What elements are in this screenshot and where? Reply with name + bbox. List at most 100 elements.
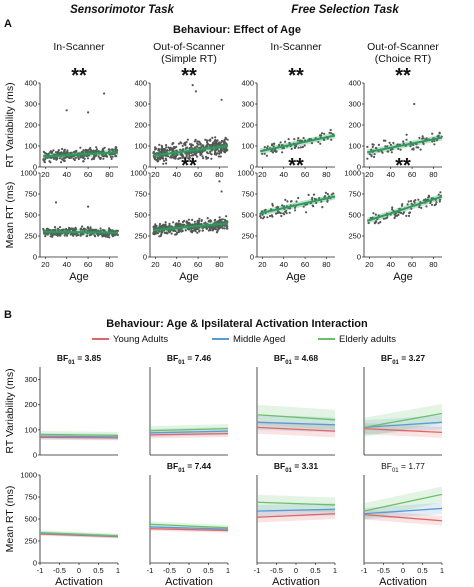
- data-point: [163, 231, 166, 234]
- y-tick-label: 100: [24, 425, 37, 434]
- x-tick-label: -1: [254, 566, 261, 575]
- data-point: [168, 222, 171, 225]
- data-point: [427, 194, 430, 197]
- data-point: [226, 220, 229, 223]
- x-tick-label: 0: [77, 566, 81, 575]
- y-axis-label: RT Variability (ms): [4, 82, 16, 167]
- data-point: [77, 157, 80, 161]
- series-line: [149, 430, 229, 434]
- data-point: [405, 133, 408, 136]
- data-point: [172, 156, 175, 159]
- data-point: [69, 152, 72, 155]
- data-point: [196, 219, 199, 222]
- series-line: [149, 427, 229, 432]
- y-tick-label: 100: [134, 142, 147, 151]
- data-point: [217, 228, 220, 231]
- data-point: [191, 227, 194, 230]
- y-tick-label: 300: [24, 375, 37, 384]
- x-axis-label: Activation: [165, 576, 213, 587]
- data-point: [225, 226, 229, 229]
- x-tick-label: 0: [294, 566, 298, 575]
- data-point: [184, 159, 187, 163]
- x-tick-label: 40: [173, 170, 181, 179]
- data-point: [196, 228, 199, 231]
- bayes-factor-label: BF01 = 4.68: [274, 353, 319, 366]
- data-point: [277, 210, 280, 213]
- data-point: [295, 200, 298, 203]
- data-point: [188, 157, 191, 160]
- y-tick-label: 200: [24, 400, 37, 409]
- data-point: [261, 152, 264, 155]
- data-point: [60, 161, 63, 164]
- y-tick-label: 1000: [20, 169, 37, 178]
- data-point: [215, 140, 218, 143]
- data-point: [63, 149, 66, 152]
- data-point: [290, 200, 293, 203]
- significance-marker: **: [288, 65, 304, 87]
- data-point: [221, 225, 224, 228]
- data-point: [374, 146, 377, 150]
- series-line: [149, 526, 229, 530]
- data-point: [198, 217, 201, 220]
- data-point: [297, 196, 300, 200]
- data-point: [271, 202, 274, 206]
- y-tick-label: 750: [348, 190, 361, 199]
- task-title-free-selection: Free Selection Task: [291, 4, 399, 16]
- series-line: [39, 436, 119, 439]
- y-tick-label: 0: [250, 253, 254, 262]
- data-point: [187, 218, 190, 221]
- fit-line: [259, 195, 336, 215]
- data-point: [205, 226, 208, 229]
- data-point: [417, 198, 420, 201]
- data-point: [111, 155, 114, 158]
- data-point: [409, 200, 413, 203]
- data-point: [377, 143, 380, 146]
- x-tick-label: 80: [429, 260, 437, 269]
- data-point: [70, 227, 73, 230]
- data-point: [223, 149, 226, 152]
- data-point: [200, 219, 203, 223]
- data-point: [209, 152, 212, 155]
- y-tick-label: 500: [24, 515, 37, 524]
- y-tick-label: 250: [241, 232, 254, 241]
- fit-line: [153, 222, 229, 232]
- data-point: [186, 138, 189, 141]
- data-point: [99, 229, 102, 232]
- data-point: [179, 141, 182, 144]
- data-point: [63, 234, 66, 237]
- data-point: [191, 231, 194, 234]
- y-tick-label: 1000: [20, 471, 37, 480]
- data-point: [169, 225, 172, 228]
- data-point: [190, 146, 193, 149]
- y-tick-label: 750: [241, 190, 254, 199]
- x-tick-label: 20: [41, 260, 49, 269]
- data-point: [49, 229, 52, 232]
- data-point: [392, 141, 395, 145]
- data-point: [107, 148, 110, 151]
- task-title-sensorimotor: Sensorimotor Task: [70, 4, 174, 16]
- data-point: [65, 156, 68, 159]
- data-point: [323, 132, 326, 135]
- data-point: [164, 157, 167, 160]
- y-tick-label: 400: [348, 79, 361, 88]
- data-point: [377, 222, 380, 225]
- data-point: [161, 231, 164, 234]
- data-point: [375, 220, 378, 223]
- data-point: [400, 211, 403, 215]
- column-title: Out-of-Scanner: [367, 41, 439, 53]
- data-point: [308, 137, 311, 141]
- y-tick-label: 500: [241, 211, 254, 220]
- data-point: [156, 157, 159, 160]
- data-point: [198, 230, 201, 233]
- data-point: [225, 215, 228, 218]
- data-point: [49, 150, 52, 153]
- data-point: [415, 146, 418, 149]
- x-tick-label: 20: [258, 260, 266, 269]
- series-line: [149, 528, 229, 532]
- data-point: [170, 232, 173, 235]
- data-point: [326, 192, 329, 196]
- series-line: [256, 421, 336, 426]
- data-point: [219, 220, 222, 224]
- data-point: [77, 233, 80, 236]
- data-point: [173, 146, 176, 149]
